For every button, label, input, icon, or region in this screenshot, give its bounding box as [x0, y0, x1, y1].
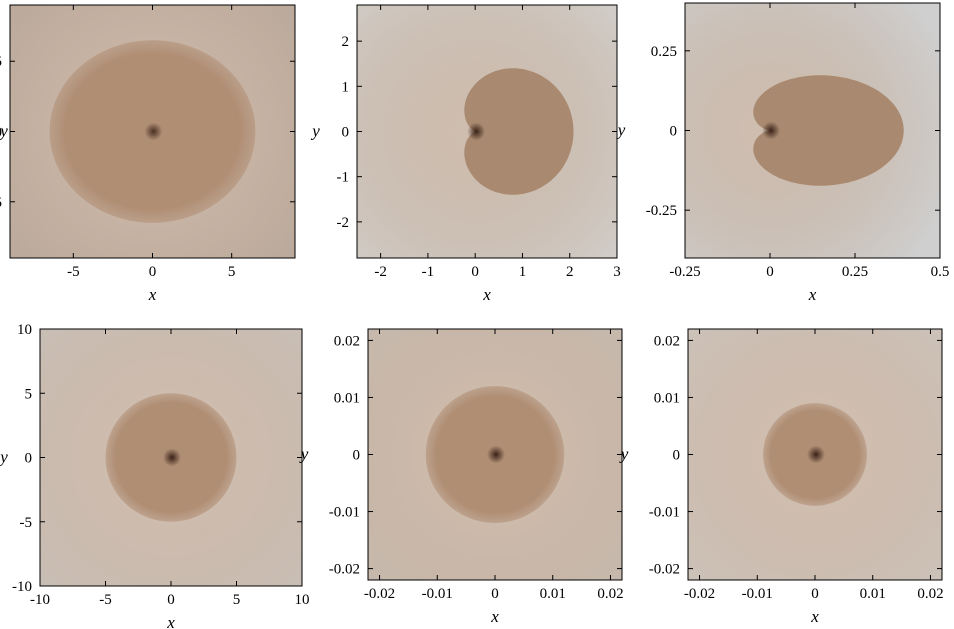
- y-tick-label: -5: [20, 515, 33, 531]
- x-tick-label: -0.25: [669, 264, 700, 280]
- y-tick-label: 0.01: [654, 390, 680, 406]
- y-axis-label: y: [299, 445, 309, 464]
- x-tick-label: -0.01: [422, 586, 453, 602]
- y-tick-label: 5: [25, 386, 33, 402]
- x-tick-label: 5: [233, 592, 241, 608]
- x-tick-label: -2: [374, 264, 387, 280]
- x-tick-label: 0.02: [917, 586, 943, 602]
- x-tick-label: 0.01: [860, 586, 886, 602]
- y-tick-label: 10: [17, 322, 32, 338]
- y-tick-label: 0: [670, 124, 678, 140]
- y-axis-label: y: [0, 448, 8, 467]
- x-tick-label: 2: [566, 264, 574, 280]
- y-tick-label: -5: [0, 195, 2, 211]
- y-tick-label: 0: [342, 125, 350, 141]
- y-tick-label: 0: [353, 448, 361, 464]
- x-axis-label: x: [166, 613, 175, 629]
- heatmap-lobe: [464, 68, 574, 195]
- heatmap-core: [163, 448, 181, 467]
- y-axis-label: y: [310, 122, 320, 141]
- x-tick-label: 0.5: [931, 264, 950, 280]
- x-tick-label: 3: [613, 264, 621, 280]
- heatmap-core: [144, 122, 163, 141]
- x-tick-label: 0: [149, 264, 157, 280]
- heatmap-lobe: [753, 75, 904, 186]
- y-tick-label: 0: [673, 448, 681, 464]
- x-tick-label: 0: [471, 264, 479, 280]
- heatmap-core: [487, 445, 505, 464]
- y-tick-label: -0.02: [329, 562, 360, 578]
- x-tick-label: 0: [811, 586, 819, 602]
- y-tick-label: -0.01: [649, 505, 680, 521]
- y-tick-label: 0.02: [334, 333, 360, 349]
- y-tick-label: 2: [342, 34, 350, 50]
- panel-5: -0.02 -0.01 0 0.01 0.02 -0.02 -0.01 0 0.01 0.02 x y: [299, 328, 624, 626]
- x-tick-label: -1: [422, 264, 435, 280]
- y-tick-label: -0.01: [329, 505, 360, 521]
- y-tick-label: 0: [0, 125, 2, 141]
- y-tick-label: 0.25: [651, 44, 677, 60]
- panel-1: -5 0 5 -5 0 5 x y: [0, 4, 296, 304]
- y-tick-label: 5: [0, 54, 2, 70]
- x-tick-label: 0.25: [842, 264, 868, 280]
- x-tick-label: 1: [519, 264, 527, 280]
- x-tick-label: 0: [491, 586, 499, 602]
- y-axis-label: y: [619, 445, 629, 464]
- panel-4: -10 -5 0 5 10 -10 -5 0 5 10 x y: [0, 322, 310, 629]
- y-tick-label: 1: [342, 79, 350, 95]
- x-tick-label: 5: [228, 264, 236, 280]
- y-tick-label: 0.02: [654, 333, 680, 349]
- x-tick-label: 0: [167, 592, 175, 608]
- panel-6: -0.02 -0.01 0 0.01 0.02 -0.02 -0.01 0 0.01 0.02 x y: [619, 328, 944, 626]
- x-axis-label: x: [148, 285, 157, 304]
- y-tick-label: -1: [337, 170, 350, 186]
- x-axis-label: x: [490, 607, 499, 626]
- panel-3: -0.25 0 0.25 0.5 -0.25 0 0.25 x y: [616, 2, 950, 304]
- y-tick-label: -2: [337, 215, 350, 231]
- x-tick-label: 10: [295, 592, 310, 608]
- x-tick-label: 0: [766, 264, 774, 280]
- x-tick-label: -0.01: [742, 586, 773, 602]
- heatmap-core: [762, 121, 780, 140]
- x-axis-label: x: [810, 607, 819, 626]
- heatmap-core: [807, 445, 825, 464]
- x-tick-label: -5: [67, 264, 80, 280]
- y-axis-label: y: [0, 122, 8, 141]
- y-tick-label: -0.02: [649, 562, 680, 578]
- x-tick-label: -0.02: [684, 586, 715, 602]
- x-tick-label: 0.02: [597, 586, 623, 602]
- heatmap-core: [467, 122, 486, 141]
- x-tick-label: -0.02: [364, 586, 395, 602]
- x-tick-label: 0.01: [540, 586, 566, 602]
- y-axis-label: y: [616, 121, 626, 140]
- x-axis-label: x: [482, 285, 491, 304]
- y-tick-label: 0.01: [334, 390, 360, 406]
- panel-2: -2 -1 0 1 2 3 -2 -1 0 1 2 x y: [310, 4, 621, 304]
- y-tick-label: -10: [12, 579, 32, 595]
- x-tick-label: -5: [99, 592, 112, 608]
- y-tick-label: 0: [25, 451, 33, 467]
- x-tick-label: -10: [30, 592, 50, 608]
- x-axis-label: x: [808, 285, 817, 304]
- y-tick-label: -0.25: [646, 203, 677, 219]
